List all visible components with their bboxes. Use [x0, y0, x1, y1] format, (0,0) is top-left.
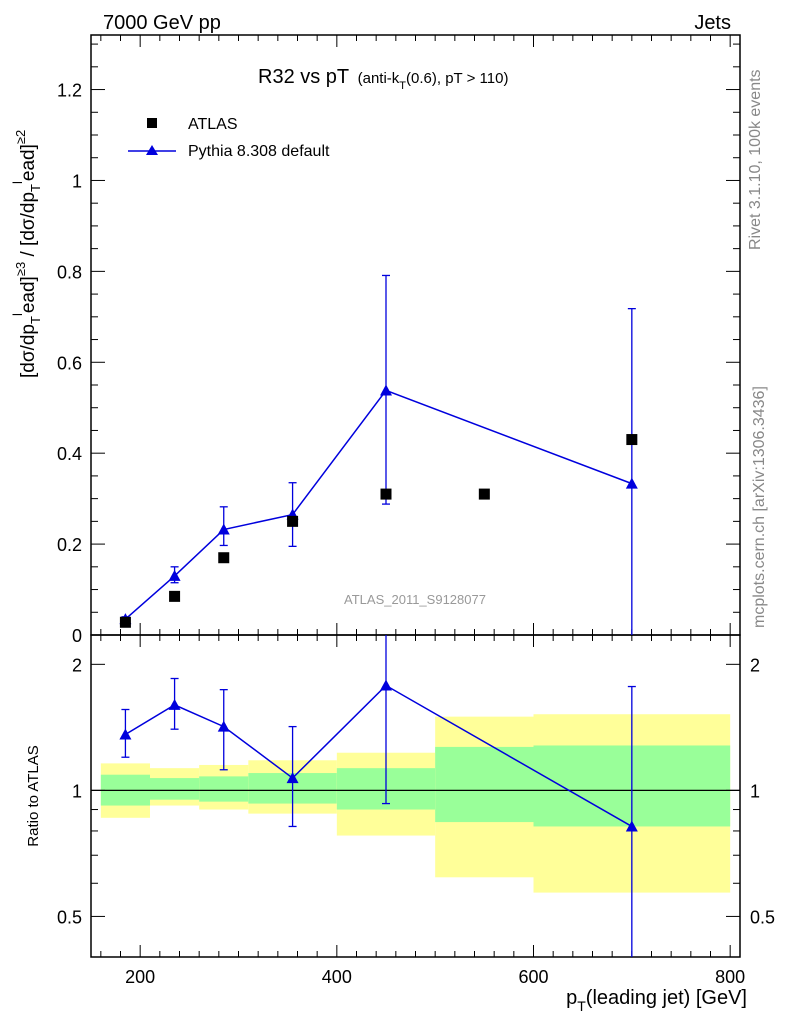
y-tick-label: 1	[72, 171, 82, 191]
mcplots-label: mcplots.cern.ch [arXiv:1306.3436]	[751, 386, 768, 628]
mc-point	[168, 569, 181, 581]
axis-ticks: 200 400 600 800 0 0.2 0.4 0.6 0.8 1 1.2 0.5 0.5 1 1 2 2	[57, 35, 775, 987]
x-axis-label: pT(leading jet) [GeV]	[566, 987, 747, 1014]
main-plot-series	[119, 274, 638, 635]
ylabel-sub2: T	[28, 184, 43, 192]
legend-mc-marker	[146, 145, 158, 155]
ylabel-part2: ead]	[18, 276, 39, 313]
mc-point	[217, 523, 230, 535]
legend-data-marker	[147, 118, 157, 128]
y-tick-label: 1.2	[57, 81, 82, 101]
data-point	[478, 488, 490, 500]
xlabel-p: p	[566, 987, 577, 1009]
legend-data-label: ATLAS	[188, 116, 238, 133]
y-axis-label: [dσ/dpTlead]≥3 / [dσ/dpTlead]≥2	[10, 130, 43, 378]
ratio-series-line	[125, 684, 633, 828]
ratio-point	[380, 679, 392, 691]
ratio-point	[625, 820, 638, 832]
ylabel-sup1: ≥3	[13, 262, 28, 276]
title-sub-sub: T	[399, 80, 406, 92]
ratio-point	[286, 772, 299, 784]
data-point	[380, 488, 392, 500]
ylabel-mid: / [dσ/dp	[18, 192, 39, 262]
legend-mc-label: Pythia 8.308 default	[188, 143, 330, 160]
header-left: 7000 GeV pp	[103, 12, 221, 34]
x-tick-label: 400	[322, 967, 352, 987]
data-point	[218, 552, 230, 564]
mc-point	[625, 477, 638, 489]
ratio-point	[119, 728, 132, 740]
ratio-tick-label-right: 0.5	[750, 907, 775, 927]
data-point	[169, 590, 181, 602]
ratio-point	[217, 720, 230, 732]
ratio-tick-label-right: 1	[750, 781, 760, 801]
ylabel-lead1: l	[10, 313, 25, 316]
ratio-plot-series	[119, 635, 638, 957]
ylabel-part3: ead]	[18, 144, 39, 181]
ratio-tick-label-left: 2	[72, 655, 82, 675]
ylabel-sub1: T	[28, 316, 43, 324]
y-tick-label: 0.2	[57, 535, 82, 555]
ratio-y-axis-label: Ratio to ATLAS	[25, 745, 42, 846]
y-tick-label: 0.4	[57, 444, 82, 464]
y-tick-label: 0	[72, 626, 82, 646]
legend: ATLAS Pythia 8.308 default	[128, 116, 330, 160]
mc-series-line	[124, 389, 633, 620]
ylabel-part1: [dσ/dp	[18, 324, 39, 378]
ratio-point	[168, 698, 181, 710]
data-point	[287, 515, 299, 527]
header-right: Jets	[694, 12, 731, 34]
y-tick-label: 0.6	[57, 353, 82, 373]
ratio-band-inner	[435, 746, 534, 823]
title-sub: (anti-k	[358, 70, 400, 87]
title-main: R32 vs pT	[258, 66, 349, 88]
title-sub-rest: (0.6), pT > 110)	[406, 70, 508, 87]
rivet-label: Rivet 3.1.10, 100k events	[747, 69, 764, 250]
ratio-bands	[100, 714, 731, 893]
x-tick-label: 600	[518, 967, 548, 987]
analysis-id: ATLAS_2011_S9128077	[344, 592, 486, 607]
x-tick-label: 200	[125, 967, 155, 987]
ratio-tick-label-left: 0.5	[57, 907, 82, 927]
ratio-tick-label-left: 1	[72, 781, 82, 801]
y-tick-label: 0.8	[57, 262, 82, 282]
ratio-tick-label-right: 2	[750, 655, 760, 675]
data-point	[119, 616, 131, 628]
xlabel-rest: (leading jet) [GeV]	[586, 987, 747, 1009]
x-tick-label: 800	[715, 967, 745, 987]
xlabel-sub: T	[577, 998, 586, 1014]
chart-title: R32 vs pT (anti-kT(0.6), pT > 110)	[258, 66, 508, 92]
data-point	[626, 434, 638, 446]
ratio-band-inner	[150, 778, 200, 800]
mc-point	[380, 384, 392, 396]
ylabel-lead2: l	[10, 181, 25, 184]
ylabel-sup2: ≥2	[13, 130, 28, 144]
ratio-band-inner	[199, 776, 249, 802]
